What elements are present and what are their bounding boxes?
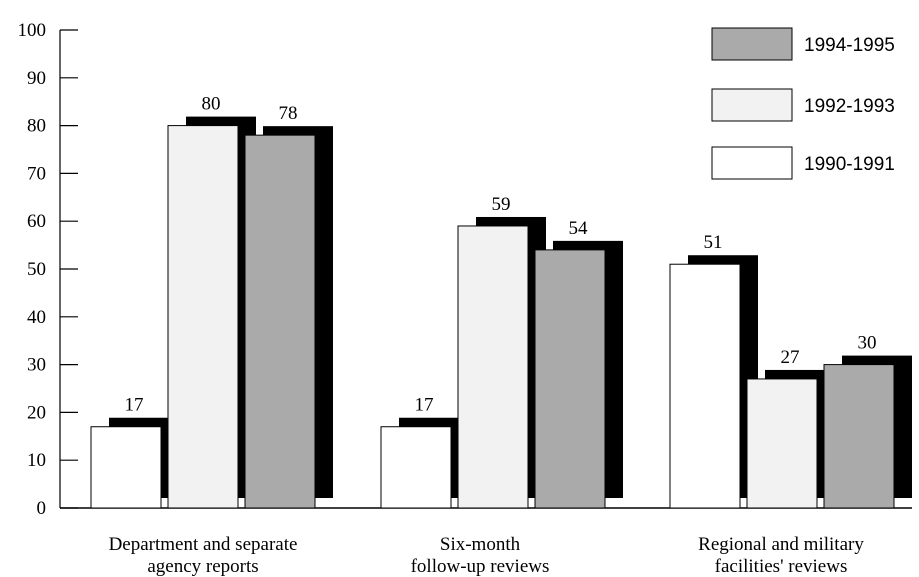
legend: 1994-1995 1992-1993 1990-1991 [711, 27, 895, 180]
y-tick-label: 70 [27, 163, 46, 184]
data-label: 51 [704, 232, 723, 253]
legend-label: 1990-1991 [804, 154, 895, 175]
bar-1994-1995-cat-1 [534, 249, 606, 509]
data-label: 59 [492, 194, 511, 215]
bar-1994-1995-cat-2 [823, 364, 895, 509]
data-label: 80 [202, 94, 221, 115]
y-tick-label: 50 [27, 259, 46, 280]
y-tick-label: 20 [27, 402, 46, 423]
data-label: 54 [569, 218, 589, 239]
data-label: 17 [125, 395, 144, 416]
y-tick-label: 80 [27, 116, 46, 137]
bars-layer [90, 116, 912, 509]
category-label: Department and separate agency reports [109, 534, 298, 577]
y-tick-label: 10 [27, 450, 46, 471]
bar-1992-1993-cat-0 [167, 125, 239, 509]
bar-1990-1991-cat-1 [380, 426, 452, 509]
y-tick-label: 100 [18, 20, 47, 41]
y-tick-label: 30 [27, 355, 46, 376]
bar-1992-1993-cat-2 [746, 378, 818, 509]
category-label: Regional and military facilities' reviews [698, 534, 864, 577]
bar-1992-1993-cat-1 [457, 225, 529, 509]
bar-1990-1991-cat-2 [669, 263, 741, 509]
bar-1990-1991-cat-0 [90, 426, 162, 509]
y-tick-label: 90 [27, 68, 46, 89]
data-label: 30 [858, 333, 877, 354]
legend-swatch-1994-1995 [711, 27, 793, 61]
category-label: Six-month follow-up reviews [411, 534, 550, 577]
data-label: 17 [415, 395, 434, 416]
data-label: 27 [781, 347, 800, 368]
legend-swatch-1992-1993 [711, 88, 793, 122]
y-tick-label: 40 [27, 307, 46, 328]
data-labels-layer: 17 80 78 17 59 54 51 27 30 [125, 94, 877, 416]
legend-label: 1992-1993 [804, 96, 895, 117]
bar-1994-1995-cat-0 [244, 134, 316, 509]
legend-swatch-1990-1991 [711, 146, 793, 180]
legend-label: 1994-1995 [804, 35, 895, 56]
category-labels-layer: Department and separate agency reports Six… [109, 534, 865, 577]
data-label: 78 [279, 103, 298, 124]
y-tick-label: 60 [27, 211, 46, 232]
y-tick-label: 0 [37, 498, 47, 519]
